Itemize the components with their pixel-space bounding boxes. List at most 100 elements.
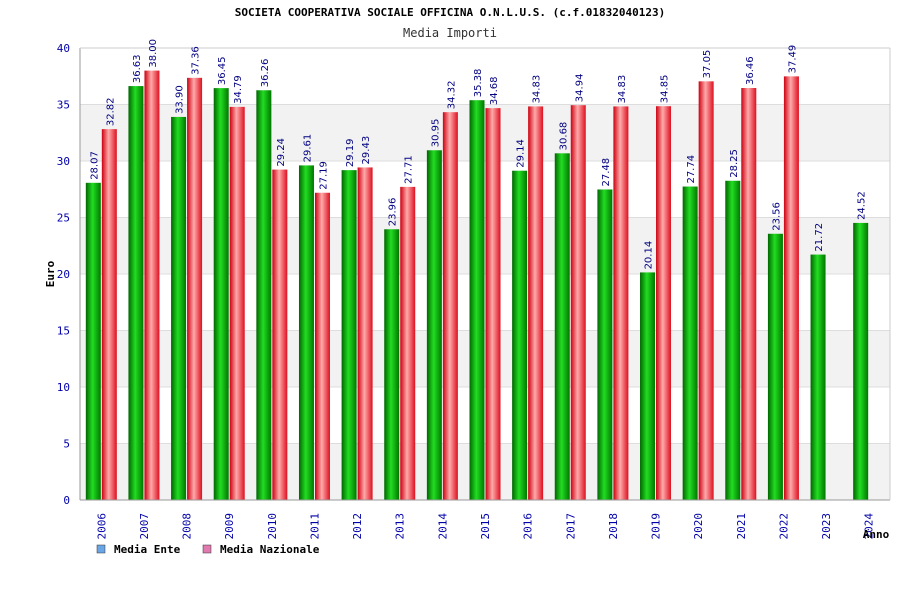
bar-media-ente [298,165,314,501]
bar-media-nazionale [314,192,330,501]
x-tick-label: 2013 [394,513,407,540]
data-label: 28.25 [729,149,740,178]
data-label: 29.19 [345,139,356,168]
chart-subtitle: Media Importi [403,26,497,40]
data-label: 34.85 [660,75,671,104]
x-tick-label: 2018 [607,513,620,540]
bar-media-ente [853,222,869,500]
data-label: 29.43 [361,136,372,165]
bar-media-nazionale [144,70,160,500]
x-tick-label: 2007 [138,513,151,540]
data-label: 34.83 [532,75,543,104]
y-tick-label: 40 [57,42,70,55]
bar-media-nazionale [442,112,458,501]
bar-media-nazionale [229,106,245,501]
y-tick-label: 25 [57,212,70,225]
data-label: 37.36 [191,46,202,75]
bar-media-ente [597,189,613,500]
bar-media-ente [85,182,101,500]
bar-media-nazionale [783,76,799,500]
bar-media-ente [682,186,698,500]
x-tick-label: 2006 [95,513,108,540]
x-tick-label: 2021 [735,513,748,540]
data-label: 34.79 [233,75,244,104]
axes [79,47,891,501]
bar-media-ente [512,170,528,500]
data-label: 32.82 [105,97,116,126]
data-label: 37.49 [787,45,798,74]
y-tick-label: 35 [57,99,70,112]
bar-media-nazionale [272,169,288,500]
data-label: 35.38 [473,69,484,98]
x-tick-label: 2009 [223,513,236,540]
data-label: 37.05 [702,50,713,79]
y-tick-label: 20 [57,268,70,281]
bar-media-ente [469,100,485,501]
data-label: 29.24 [276,138,287,167]
data-label: 20.14 [644,241,655,270]
data-label: 36.63 [132,54,143,83]
y-axis-label: Euro [44,260,57,287]
bar-media-nazionale [400,186,416,500]
x-tick-label: 2020 [692,513,705,540]
x-tick-label: 2024 [863,513,876,540]
data-label: 21.72 [814,223,825,252]
data-label: 23.96 [388,198,399,227]
x-tick-label: 2014 [436,513,449,540]
data-label: 34.32 [446,81,457,110]
bar-media-ente [341,170,357,500]
x-tick-label: 2012 [351,513,364,540]
y-tick-label: 5 [63,438,70,451]
data-label: 24.52 [857,191,868,220]
x-tick-label: 2022 [777,513,790,540]
data-label: 28.07 [89,151,100,180]
legend-label-media-nazionale: Media Nazionale [220,543,320,556]
x-tick-label: 2019 [650,513,663,540]
y-tick-label: 15 [57,325,70,338]
data-label: 27.48 [601,158,612,187]
x-tick-label: 2015 [479,513,492,540]
data-label: 33.90 [175,85,186,114]
bar-media-nazionale [357,167,373,501]
bar-media-nazionale [187,77,203,500]
data-label: 29.14 [516,139,527,168]
data-label: 34.68 [489,76,500,105]
legend-swatch-media-ente [96,544,106,554]
legend-label-media-ente: Media Ente [114,543,181,556]
bar-media-ente [725,180,741,500]
bar-media-ente [640,272,656,500]
x-tick-label: 2008 [181,513,194,540]
legend-swatch-media-nazionale [202,544,212,554]
legend: Media Ente Media Nazionale [96,543,320,556]
bars [85,70,869,501]
data-label: 27.74 [686,155,697,184]
x-tick-label: 2016 [522,513,535,540]
bar-media-ente [384,229,400,500]
bar-media-ente [213,88,229,501]
data-label: 36.26 [260,59,271,88]
data-label: 29.61 [302,134,313,163]
bar-media-ente [810,254,826,500]
bar-media-ente [171,116,187,501]
x-tick-label: 2023 [820,513,833,540]
tick-labels: 0 5 10 15 20 25 30 35 40 2006 2007 2008 2009 2010 2011… [57,42,876,540]
data-label: 30.68 [558,122,569,151]
bar-media-nazionale [101,129,117,500]
data-label: 27.19 [318,161,329,190]
x-tick-label: 2017 [564,513,577,540]
bar-media-nazionale [698,81,714,501]
data-label: 38.00 [148,39,159,68]
bar-media-ente [128,86,144,501]
y-tick-label: 10 [57,381,70,394]
x-axis-label: Anno [863,528,890,541]
data-label: 36.45 [217,56,228,85]
y-tick-label: 30 [57,155,70,168]
x-tick-label: 2011 [308,513,321,540]
chart-title: SOCIETA COOPERATIVA SOCIALE OFFICINA O.N… [235,6,665,19]
data-label: 23.56 [771,202,782,231]
bar-media-ente [767,233,783,500]
bar-media-nazionale [741,88,757,500]
y-tick-label: 0 [63,494,70,507]
